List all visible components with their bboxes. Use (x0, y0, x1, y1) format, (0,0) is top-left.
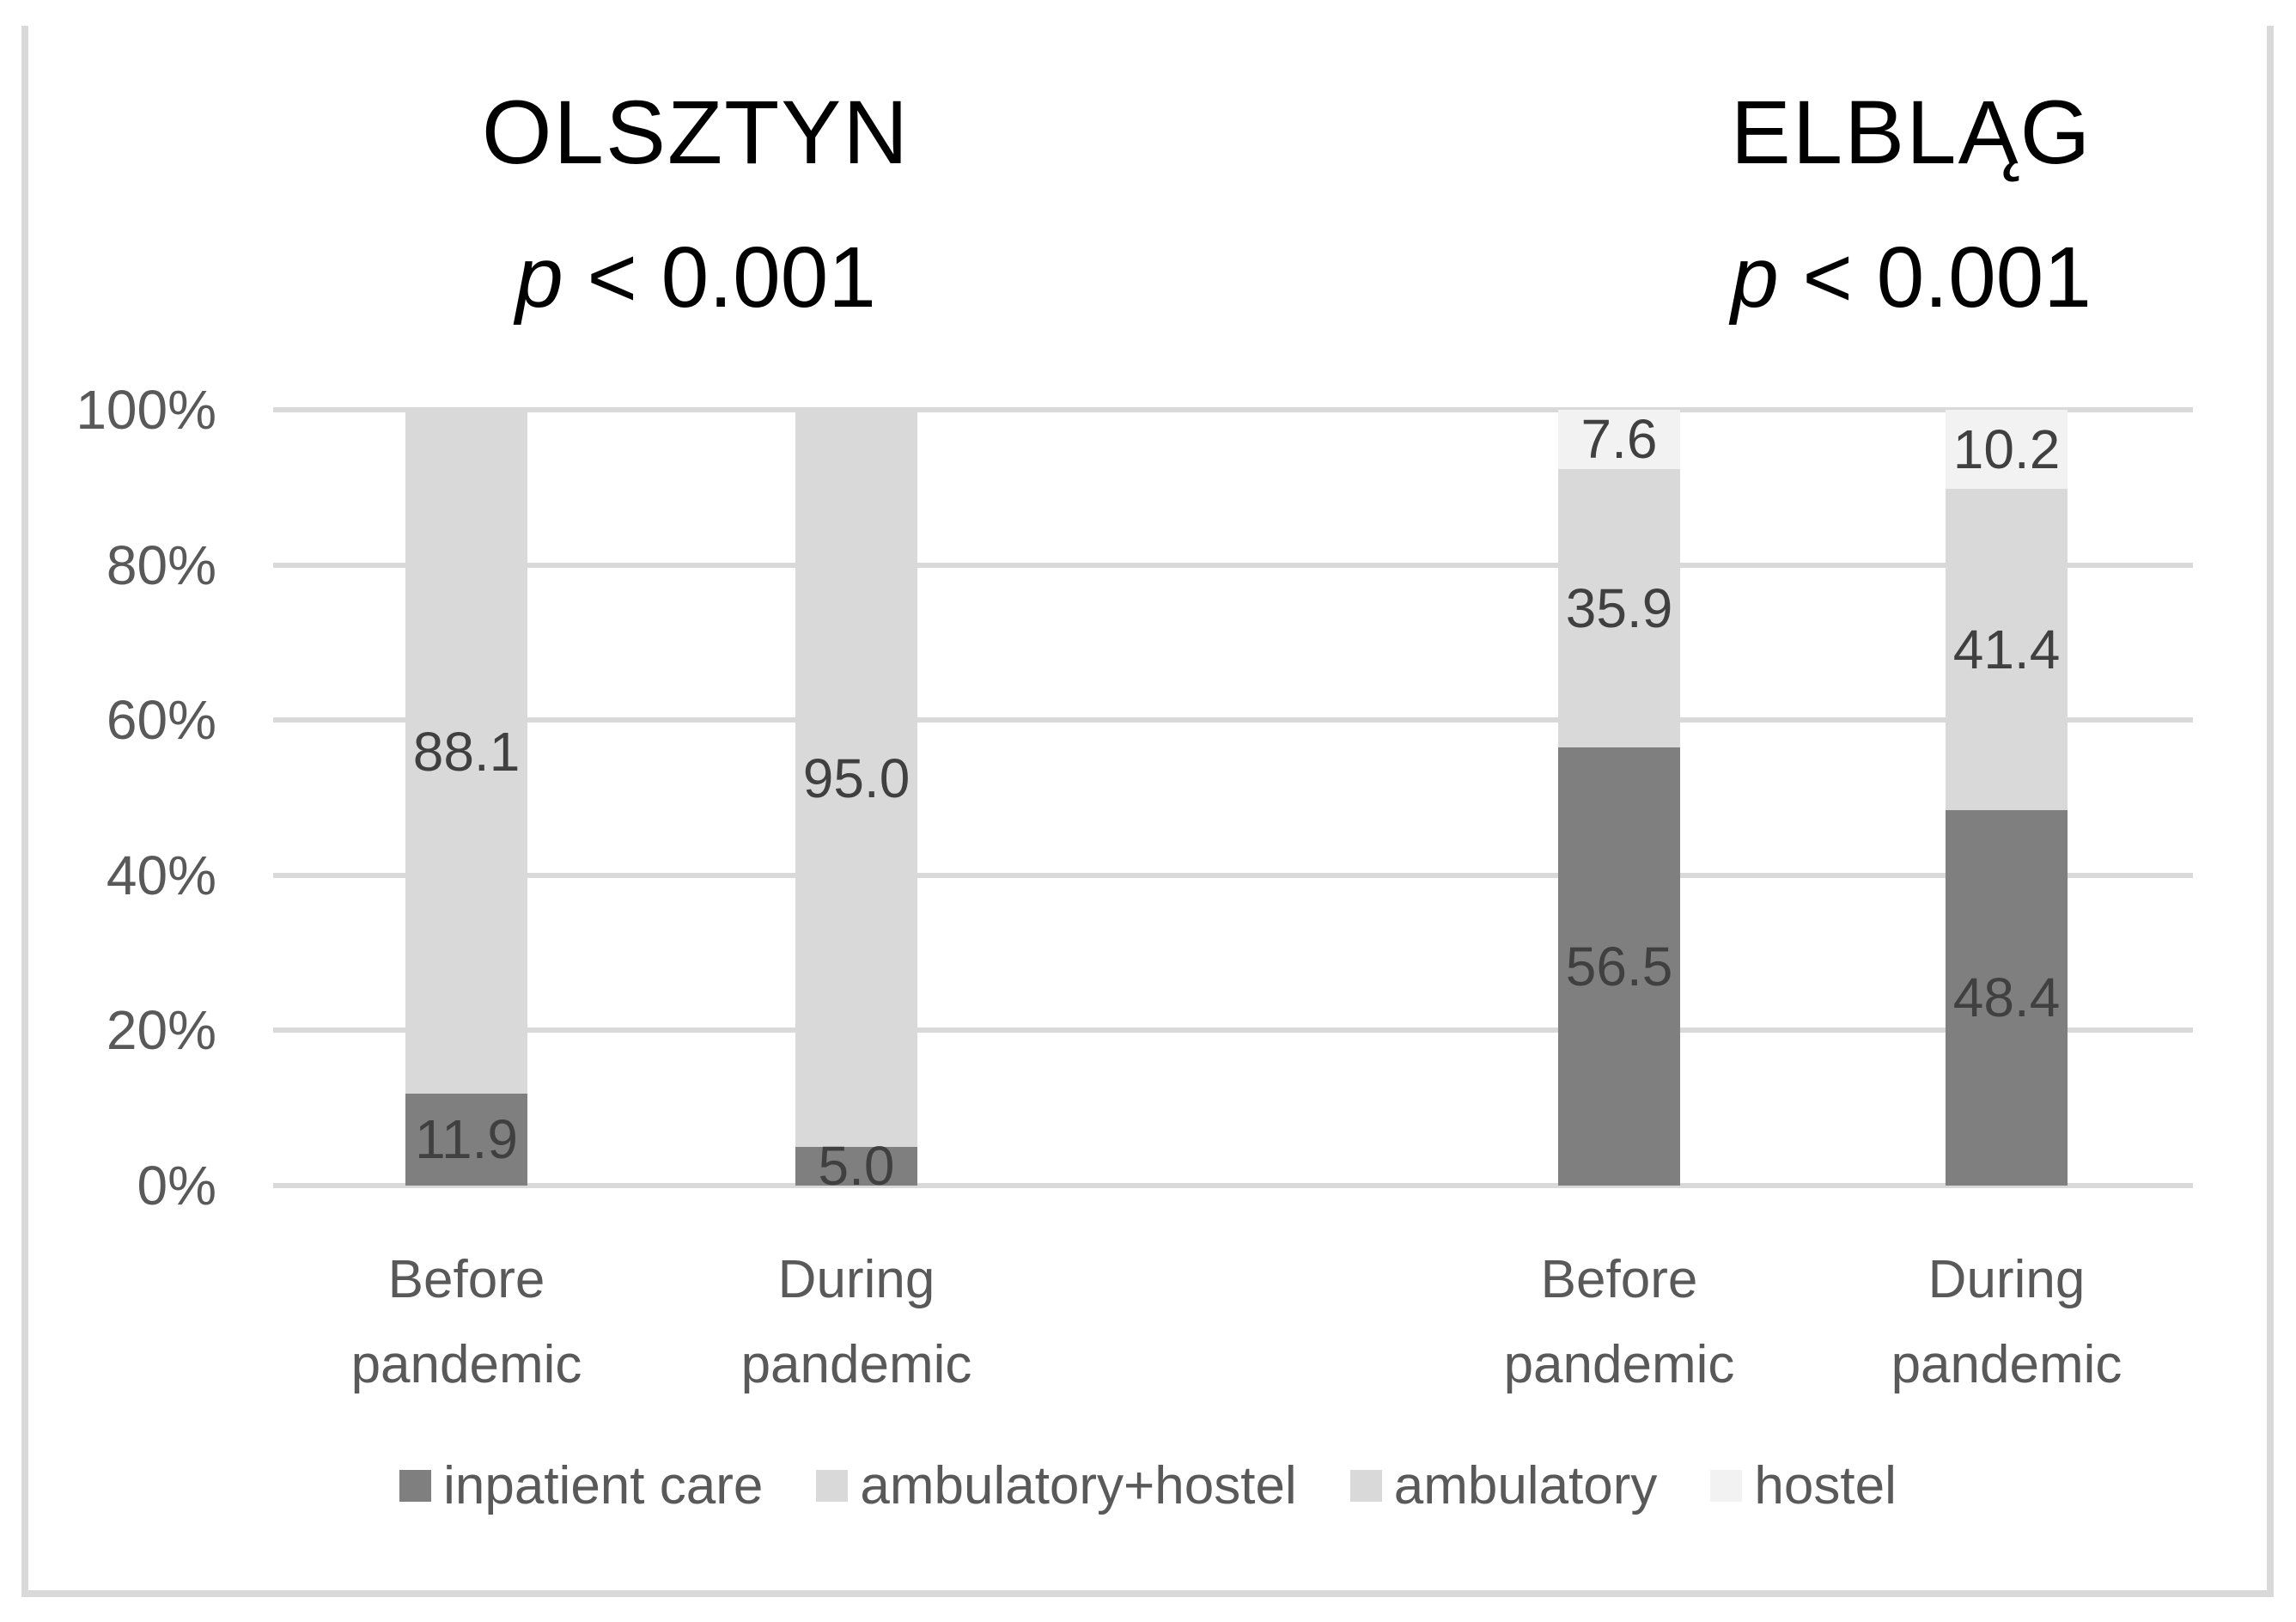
gridline (273, 872, 2193, 878)
bar-segment: 88.1 (405, 410, 527, 1094)
stacked-bar: 48.4 41.4 10.2 (1946, 410, 2068, 1186)
data-label: 11.9 (415, 1108, 518, 1171)
legend-label: ambulatory+hostel (860, 1456, 1297, 1515)
data-label: 5.0 (818, 1135, 895, 1198)
legend-item: inpatient care (399, 1455, 763, 1516)
legend-swatch (1710, 1470, 1743, 1502)
legend-swatch (399, 1470, 432, 1502)
gridline (273, 1027, 2193, 1034)
y-tick-label: 60% (106, 689, 216, 752)
panel-p-value: p < 0.001 (1731, 229, 2092, 326)
legend-label: hostel (1754, 1456, 1897, 1515)
legend-label: inpatient care (443, 1456, 764, 1515)
y-axis: 100% 80% 60% 40% 20% 0% (0, 379, 216, 1216)
legend: inpatient care ambulatory+hostel ambulator… (0, 1455, 2296, 1516)
y-tick-label: 40% (106, 844, 216, 906)
figure-border-left (21, 26, 28, 1597)
figure-border-right (2267, 26, 2274, 1597)
legend-swatch (1349, 1470, 1382, 1502)
y-tick-label: 20% (106, 999, 216, 1062)
panel-p-value: p < 0.001 (515, 229, 876, 326)
data-label: 7.6 (1580, 408, 1658, 471)
data-label: 56.5 (1565, 935, 1673, 997)
legend-item: ambulatory+hostel (816, 1455, 1297, 1516)
legend-item: ambulatory (1349, 1455, 1658, 1516)
figure-border-bottom (21, 1590, 2274, 1597)
legend-label: ambulatory (1393, 1456, 1658, 1515)
x-category-label: During pandemic (1891, 1250, 2122, 1394)
bar-segment: 7.6 (1558, 408, 1680, 471)
data-label: 95.0 (802, 747, 910, 809)
y-tick-label: 0% (137, 1155, 217, 1216)
data-label: 10.2 (1952, 418, 2061, 481)
y-tick-label: 80% (106, 534, 216, 596)
panel-title-elblag: ELBLĄG p < 0.001 (1568, 69, 2255, 342)
legend-item: hostel (1710, 1455, 1897, 1516)
legend-swatch (816, 1470, 849, 1502)
x-category-label: Before pandemic (1503, 1250, 1735, 1394)
data-label: 48.4 (1952, 966, 2061, 1029)
bar-segment: 10.2 (1946, 410, 2068, 490)
bar-segment: 5.0 (795, 1135, 917, 1197)
bar-segment: 11.9 (405, 1093, 527, 1186)
x-category-label: Before pandemic (350, 1250, 582, 1394)
bar-segment: 95.0 (795, 410, 917, 1147)
y-tick-label: 100% (76, 379, 216, 441)
data-label: 35.9 (1565, 576, 1673, 639)
bar-segment: 48.4 (1946, 809, 2068, 1186)
stacked-bar: 5.0 95.0 (795, 410, 917, 1197)
stacked-bar: 56.5 35.9 7.6 (1558, 408, 1680, 1186)
bar-segment: 35.9 (1558, 468, 1680, 747)
x-axis-labels: Before pandemic During pandemic Before pan… (0, 1237, 2296, 1418)
panel-title-text: OLSZTYN (481, 82, 910, 183)
panel-title-olsztyn: OLSZTYN p < 0.001 (352, 69, 1039, 342)
data-label: 41.4 (1952, 619, 2061, 681)
gridline (273, 1183, 2193, 1188)
bar-segment: 41.4 (1946, 489, 2068, 810)
plot-area: 11.9 88.1 5.0 95.0 56.5 35.9 7.6 48.4 41.4 10.2 (273, 407, 2193, 1197)
data-label: 88.1 (412, 720, 521, 783)
panel-title-text: ELBLĄG (1730, 82, 2092, 183)
gridline (273, 562, 2193, 568)
gridline (273, 407, 2193, 412)
x-category-label: During pandemic (740, 1250, 972, 1394)
stacked-bar: 11.9 88.1 (405, 410, 527, 1186)
gridline (273, 717, 2193, 723)
bar-segment: 56.5 (1558, 747, 1680, 1186)
